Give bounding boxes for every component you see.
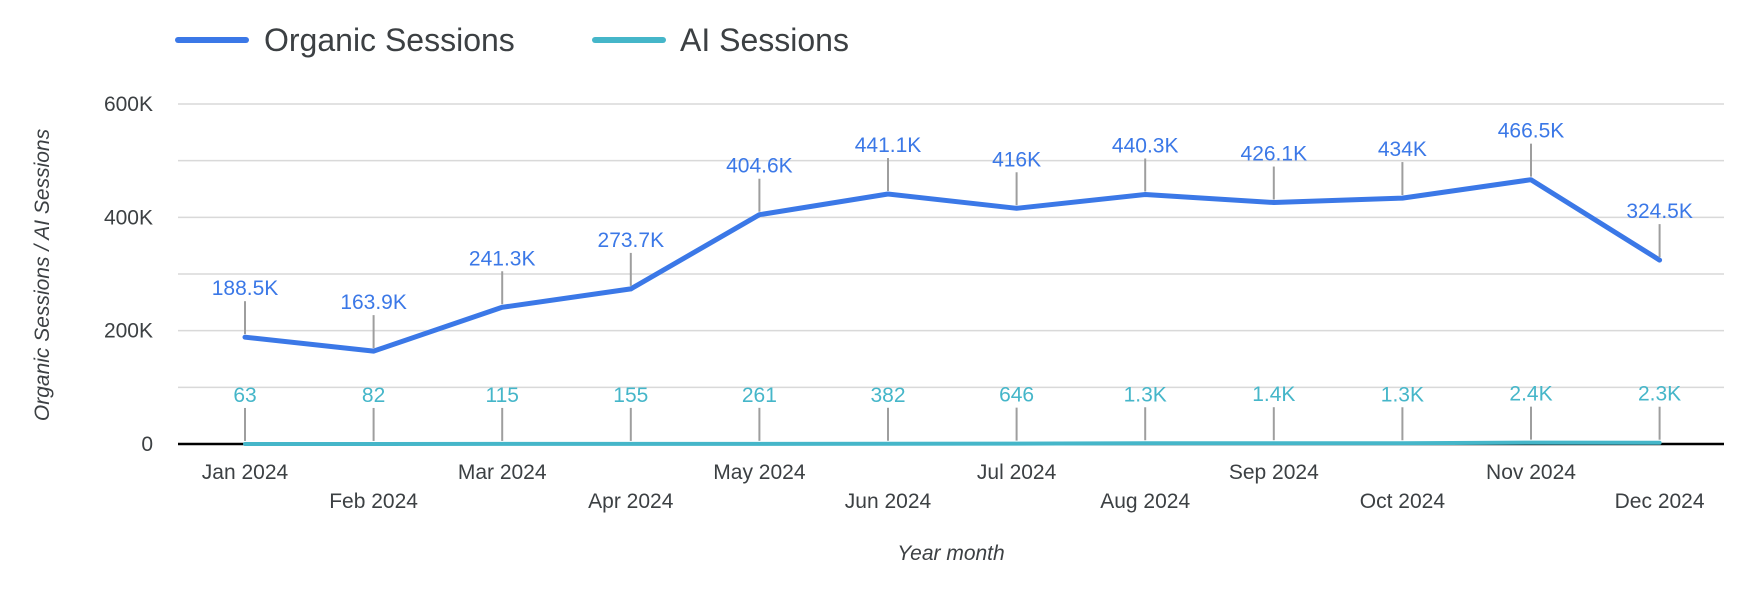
data-label-organic-sessions: 441.1K [855, 134, 922, 157]
x-tick-label: Sep 2024 [1229, 461, 1319, 484]
x-tick-label: Feb 2024 [329, 490, 418, 513]
data-label-ai-sessions: 2.4K [1509, 383, 1552, 406]
legend-label-organic-sessions: Organic Sessions [264, 22, 515, 58]
y-tick-label: 200K [104, 320, 153, 343]
data-label-organic-sessions: 188.5K [212, 277, 279, 300]
series-line-organic-sessions [242, 177, 1663, 354]
x-tick-label: Dec 2024 [1615, 490, 1705, 513]
data-labels: 188.5K 163.9K 241.3K 273.7K 404.6K 441.1K 416K… [212, 120, 1693, 407]
y-axis-ticks: 0 200K 400K 600K [104, 93, 153, 456]
data-label-ai-sessions: 63 [233, 384, 256, 407]
data-label-ai-sessions: 261 [742, 384, 777, 407]
x-tick-label: Apr 2024 [588, 490, 674, 513]
x-tick-label: Jul 2024 [977, 461, 1057, 484]
y-tick-label: 0 [141, 433, 153, 456]
data-label-organic-sessions: 466.5K [1498, 120, 1565, 143]
y-axis-label: Organic Sessions / AI Sessions [31, 128, 54, 421]
data-label-ai-sessions: 155 [613, 384, 648, 407]
legend-label-ai-sessions: AI Sessions [680, 22, 849, 58]
data-label-organic-sessions: 163.9K [340, 291, 407, 314]
data-label-ai-sessions: 82 [362, 384, 385, 407]
data-label-organic-sessions: 404.6K [726, 155, 793, 178]
data-label-ai-sessions: 646 [999, 384, 1034, 407]
data-label-ai-sessions: 115 [485, 384, 518, 407]
data-label-organic-sessions: 241.3K [469, 247, 536, 270]
data-label-leaders [244, 143, 1661, 441]
data-label-organic-sessions: 440.3K [1112, 134, 1179, 157]
data-label-ai-sessions: 1.3K [1381, 383, 1424, 406]
data-label-ai-sessions: 1.3K [1124, 383, 1167, 406]
data-label-organic-sessions: 434K [1378, 138, 1427, 161]
x-tick-label: Nov 2024 [1486, 461, 1576, 484]
y-tick-label: 400K [104, 206, 153, 229]
x-tick-label: Oct 2024 [1360, 490, 1446, 513]
legend: Organic Sessions AI Sessions [175, 22, 849, 58]
data-label-organic-sessions: 273.7K [598, 229, 665, 252]
x-axis-label: Year month [897, 542, 1004, 565]
gridlines [178, 103, 1724, 446]
x-tick-label: Jun 2024 [845, 490, 932, 513]
x-tick-label: Aug 2024 [1100, 490, 1190, 513]
series-lines [242, 177, 1663, 446]
y-tick-label: 600K [104, 93, 153, 116]
series-line-ai-sessions [243, 440, 1662, 446]
x-axis-ticks: Jan 2024 Feb 2024 Mar 2024 Apr 2024 May 2024… [202, 461, 1705, 513]
data-label-ai-sessions: 382 [870, 384, 905, 407]
data-label-organic-sessions: 324.5K [1626, 200, 1693, 223]
x-tick-label: May 2024 [713, 461, 806, 484]
x-tick-label: Jan 2024 [202, 461, 289, 484]
data-label-organic-sessions: 426.1K [1241, 143, 1308, 166]
data-label-ai-sessions: 2.3K [1638, 383, 1681, 406]
x-tick-label: Mar 2024 [458, 461, 547, 484]
data-label-organic-sessions: 416K [992, 148, 1041, 171]
data-label-ai-sessions: 1.4K [1252, 383, 1295, 406]
